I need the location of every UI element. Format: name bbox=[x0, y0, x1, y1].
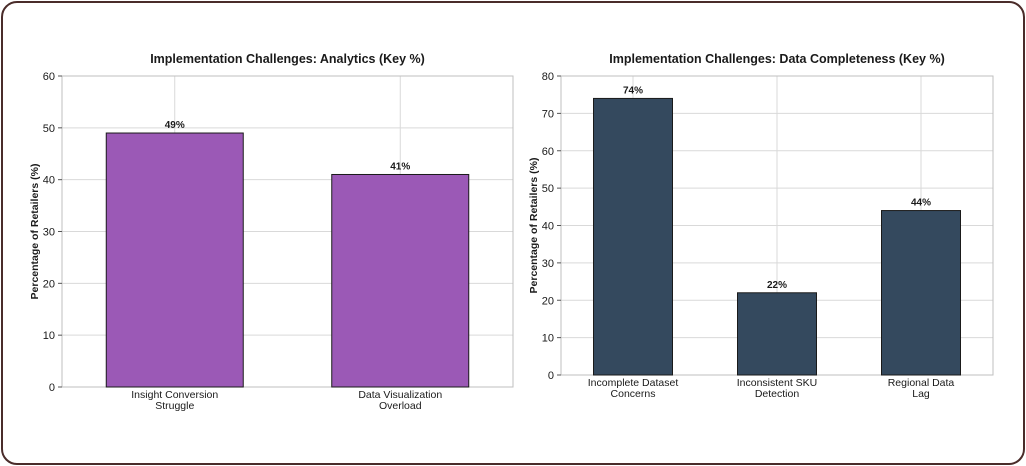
data-label: 74% bbox=[623, 85, 643, 96]
y-axis-label: Percentage of Retailers (%) bbox=[528, 158, 540, 294]
bar bbox=[331, 173, 470, 388]
y-tick-label: 40 bbox=[542, 221, 554, 233]
chart-panel-1: 49% 41% 0 10 20 30 40 50 60 Insight Conversion Str… bbox=[29, 52, 514, 412]
y-tick-label: 10 bbox=[542, 333, 554, 345]
y-tick-label: 0 bbox=[548, 370, 554, 382]
y-tick-label: 80 bbox=[542, 71, 554, 83]
bar bbox=[593, 97, 673, 376]
chart-title: Implementation Challenges: Analytics (Ke… bbox=[150, 52, 425, 66]
x-tick-label: Inconsistent SKU Detection bbox=[737, 377, 818, 400]
x-tick-label: Incomplete Dataset Concerns bbox=[588, 377, 679, 400]
y-tick-label: 10 bbox=[43, 330, 55, 342]
chart-title: Implementation Challenges: Data Complete… bbox=[609, 52, 945, 66]
y-tick-label: 60 bbox=[542, 146, 554, 158]
data-label: 44% bbox=[911, 198, 931, 209]
x-tick-label: Regional Data Lag bbox=[888, 377, 955, 400]
y-tick-label: 20 bbox=[43, 278, 55, 290]
x-tick-label: Data Visualization Overload bbox=[358, 389, 442, 412]
bar bbox=[737, 292, 817, 376]
y-tick-label: 40 bbox=[43, 175, 55, 187]
data-label: 41% bbox=[390, 161, 410, 172]
y-axis-label: Percentage of Retailers (%) bbox=[29, 164, 41, 300]
y-tick-label: 50 bbox=[43, 123, 55, 135]
x-tick-label: Insight Conversion Struggle bbox=[131, 389, 218, 412]
y-tick-label: 0 bbox=[49, 382, 55, 394]
bar bbox=[881, 210, 961, 376]
chart-panel-2: 74% 22% 44% 0 10 20 30 40 50 60 70 80 Incomplete Dat… bbox=[528, 52, 994, 400]
data-label: 49% bbox=[165, 120, 185, 131]
bar bbox=[105, 132, 244, 388]
y-tick-label: 60 bbox=[43, 71, 55, 83]
y-tick-label: 70 bbox=[542, 108, 554, 120]
y-tick-label: 30 bbox=[542, 258, 554, 270]
y-tick-label: 20 bbox=[542, 295, 554, 307]
y-tick-label: 50 bbox=[542, 183, 554, 195]
y-tick-label: 30 bbox=[43, 227, 55, 239]
data-label: 22% bbox=[767, 280, 787, 291]
